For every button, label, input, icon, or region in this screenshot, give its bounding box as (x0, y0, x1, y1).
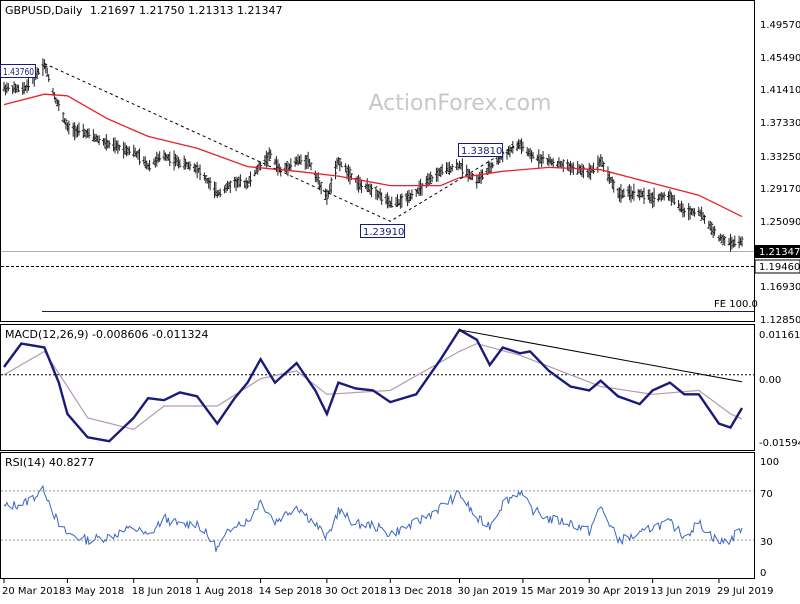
support-tag: 1.19460 (759, 262, 800, 273)
price-bars (2, 58, 744, 252)
rsi-title: RSI(14) 40.8277 (5, 456, 94, 469)
macd-main-line (3, 328, 744, 443)
macd-content (1, 328, 754, 443)
rsi-tick-label: 70 (760, 489, 773, 500)
swing-high-label: 1.33810 (461, 146, 502, 157)
date-tick-label: 29 Jul 2019 (717, 586, 774, 597)
high-label-box (0, 64, 36, 78)
price-tick-label: 1.41410 (760, 85, 800, 96)
date-axis: 20 Mar 2018 3 May 2018 18 Jun 2018 1 Aug 20… (2, 578, 774, 597)
price-tick-label: 1.33250 (760, 152, 800, 163)
watermark: ActionForex.com (369, 91, 552, 116)
low-label-box (360, 224, 405, 238)
date-tick-label: 13 Dec 2018 (388, 586, 452, 597)
price-axis: 1.49570 1.45490 1.41410 1.37330 1.33250 … (760, 20, 800, 326)
date-tick-label: 30 Apr 2019 (587, 586, 649, 597)
date-tick-label: 3 May 2018 (65, 586, 124, 597)
price-tick-label: 1.12850 (760, 315, 800, 326)
date-tick-label: 30 Oct 2018 (325, 586, 387, 597)
date-tick-label: 20 Mar 2018 (2, 586, 65, 597)
date-tick-label: 18 Jun 2018 (132, 586, 192, 597)
chart-ohlc: 1.21697 1.21750 1.21313 1.21347 (90, 4, 282, 17)
date-tick-label: 14 Sep 2018 (259, 586, 322, 597)
macd-tick-label: 0.011619 (759, 330, 800, 341)
price-tick-label: 1.45490 (760, 53, 800, 64)
price-panel-frame (0, 0, 755, 322)
chart-symbol: GBPUSD,Daily (5, 4, 83, 17)
swing-high-label-box (458, 143, 503, 157)
macd-trend-line (459, 329, 743, 383)
price-tick-label: 1.37330 (760, 118, 800, 129)
fe-label: FE 100.0 (714, 299, 758, 310)
current-price-tag-box (755, 245, 800, 258)
macd-panel-frame (0, 324, 755, 451)
rsi-panel-frame (0, 452, 755, 579)
panel-frames (0, 0, 755, 579)
rsi-content (1, 484, 754, 552)
price-tick-label: 1.49570 (760, 20, 800, 31)
swing-trend-line (44, 63, 521, 222)
macd-tick-label: -0.015949 (759, 438, 800, 449)
current-price-tag: 1.21347 (759, 247, 800, 258)
rsi-tick-label: 100 (760, 457, 779, 468)
moving-average-line (3, 93, 743, 218)
price-tick-label: 1.29170 (760, 184, 800, 195)
price-tick-label: 1.16930 (760, 282, 800, 293)
rsi-tick-label: 0 (760, 568, 766, 579)
macd-signal-line (3, 342, 743, 431)
date-tick-label: 13 Jun 2019 (651, 586, 711, 597)
date-tick-label: 15 Mar 2019 (521, 586, 584, 597)
low-label: 1.23910 (363, 227, 404, 238)
rsi-tick-label: 30 (760, 537, 773, 548)
macd-tick-label: 0.00 (759, 375, 781, 386)
date-tick-label: 1 Aug 2018 (195, 586, 253, 597)
high-label: 1.43760 (3, 67, 34, 78)
macd-title: MACD(12,26,9) -0.008606 -0.011324 (5, 328, 208, 341)
price-tick-label: 1.25090 (760, 217, 800, 228)
price-overlays (3, 63, 743, 222)
rsi-line (3, 484, 743, 552)
support-tag-box (754, 259, 800, 274)
date-tick-label: 30 Jan 2019 (457, 586, 517, 597)
